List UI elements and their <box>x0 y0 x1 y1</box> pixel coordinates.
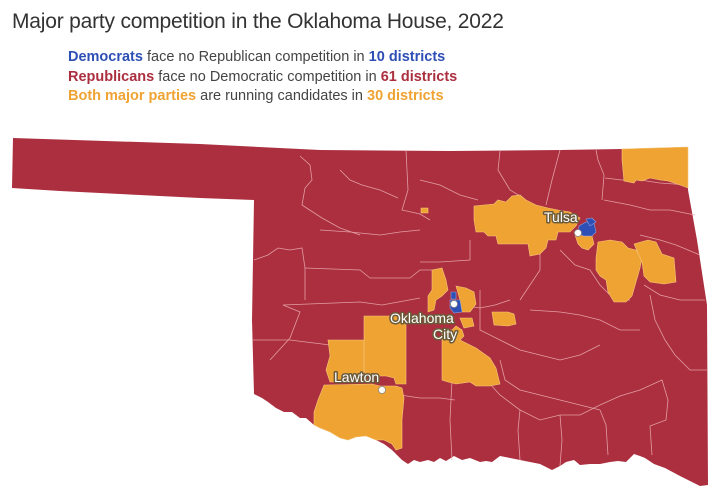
district-tulsa-dem-b <box>585 217 597 227</box>
legend-text: face no Democratic competition in <box>154 68 381 85</box>
legend-text: face no Republican competition in <box>142 49 369 65</box>
city-label-okc-line1: Oklahoma <box>390 310 454 326</box>
district-lawton-south <box>313 383 405 451</box>
district-okc-dem-b <box>450 291 457 300</box>
legend-row-both: Both major parties are running candidate… <box>68 87 457 107</box>
legend-count-both: 30 districts <box>367 88 444 104</box>
city-label-lawton: Lawton <box>334 369 379 385</box>
district-lawton-north <box>363 315 407 385</box>
city-dot-tulsa <box>574 229 582 237</box>
legend-party-democrats: Democrats <box>68 49 143 65</box>
legend-party-both: Both major parties <box>68 88 197 104</box>
legend-row-democrats: Democrats face no Republican competition… <box>68 48 457 68</box>
district-okc-south <box>441 325 501 387</box>
district-small-north <box>420 207 429 214</box>
city-dot-lawton <box>378 386 386 394</box>
city-dot-okc <box>450 300 458 308</box>
city-markers <box>378 229 582 394</box>
district-ne-corner <box>621 146 689 189</box>
legend-count-democrats: 10 districts <box>368 49 446 65</box>
district-east-tulsa-a <box>595 239 643 303</box>
both-parties-districts <box>313 146 689 451</box>
district-east-tulsa-b <box>633 239 677 285</box>
page-title: Major party competition in the Oklahoma … <box>12 10 504 33</box>
city-labels: Tulsa Oklahoma City Lawton <box>333 208 580 387</box>
city-label-tulsa: Tulsa <box>544 209 578 225</box>
legend-row-republicans: Republicans face no Democratic competiti… <box>68 68 457 88</box>
legend-party-republicans: Republicans <box>68 68 155 85</box>
district-east-okc <box>491 311 517 327</box>
district-borders <box>252 149 708 467</box>
district-north-tulsa <box>473 194 581 257</box>
district-lawton-west <box>325 339 371 383</box>
legend-count-republicans: 61 districts <box>380 68 458 85</box>
city-label-okc-line2: City <box>433 326 457 342</box>
legend-text: are running candidates in <box>196 88 368 104</box>
district-okc-south-b <box>459 317 475 329</box>
legend: Democrats face no Republican competition… <box>68 48 457 107</box>
district-okc-north-a <box>427 267 449 313</box>
